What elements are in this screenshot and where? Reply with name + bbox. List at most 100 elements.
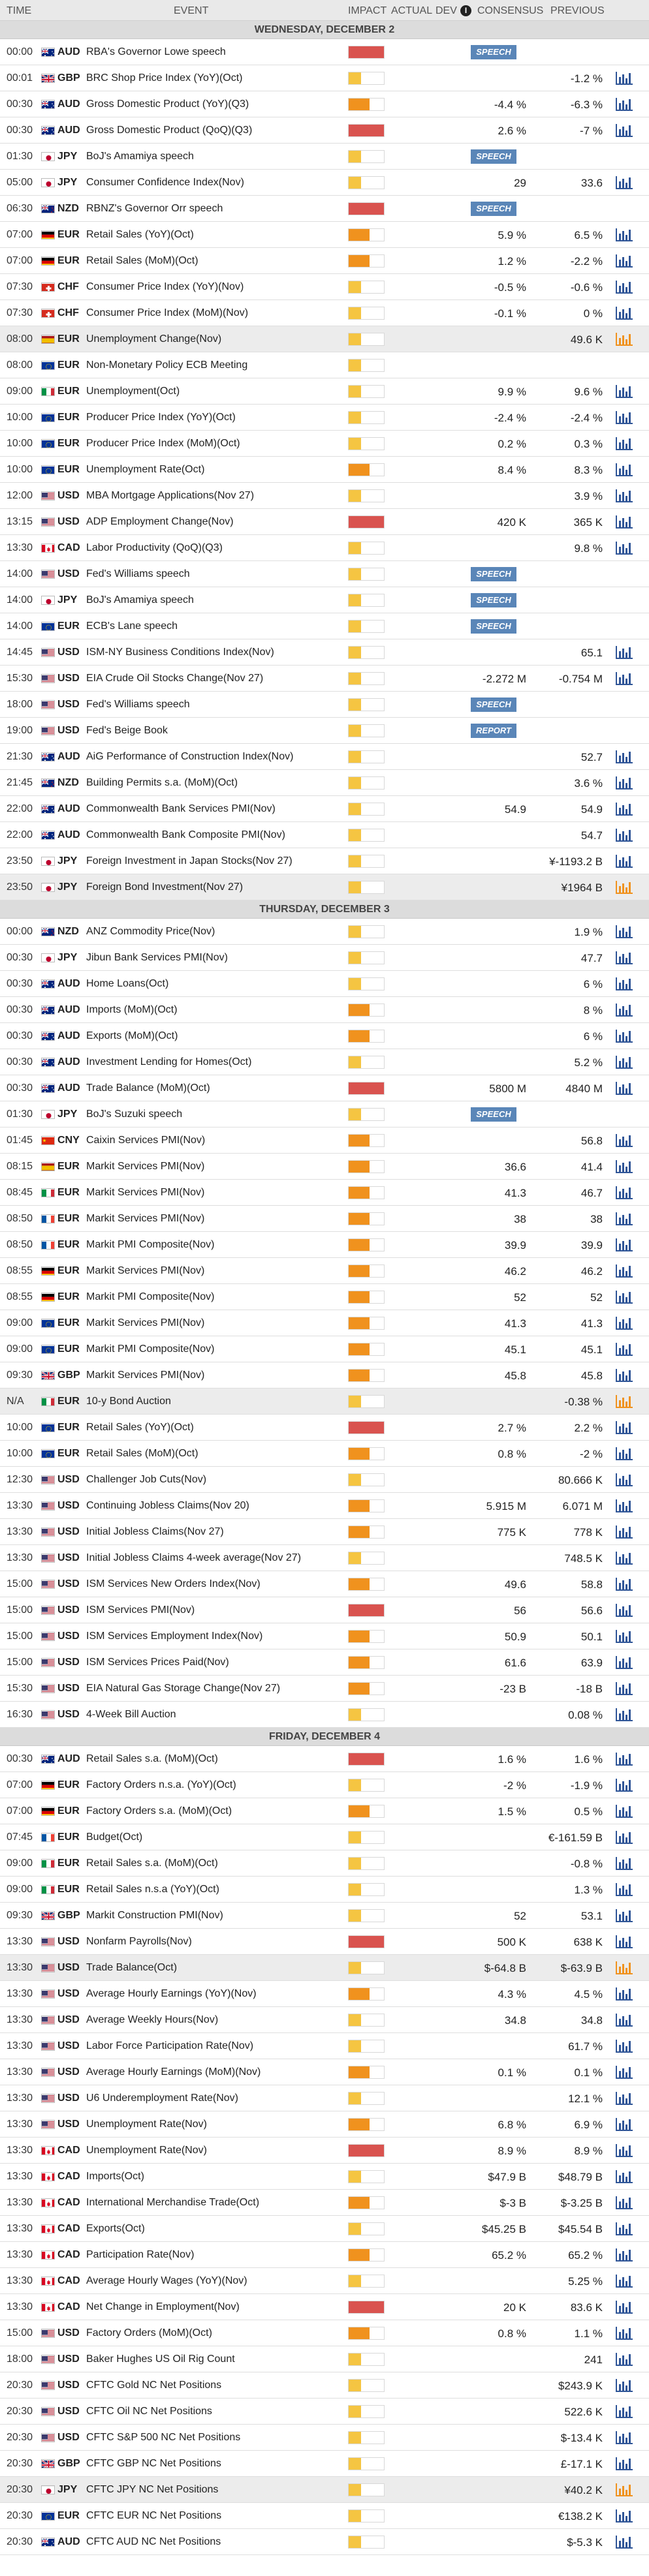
event-name[interactable]: Retail Sales n.s.a (YoY)(Oct) — [86, 1884, 219, 1895]
bar-chart-icon[interactable] — [614, 2117, 634, 2132]
event-row[interactable]: 08:55 EUR Markit PMI Composite(Nov) 52 52 — [0, 1284, 649, 1310]
event-row[interactable]: 20:30 USD CFTC Gold NC Net Positions $243.9… — [0, 2372, 649, 2399]
column-consensus[interactable]: CONSENSUS — [477, 5, 544, 16]
event-row[interactable]: 08:00 EUR Non-Monetary Policy ECB Meeting — [0, 352, 649, 378]
bar-chart-icon[interactable] — [614, 1028, 634, 1044]
event-name[interactable]: Building Permits s.a. (MoM)(Oct) — [86, 777, 238, 788]
event-row[interactable]: 13:30 USD Initial Jobless Claims(Nov 27) 77… — [0, 1519, 649, 1545]
event-name[interactable]: Foreign Bond Investment(Nov 27) — [86, 882, 244, 893]
event-name[interactable]: Fed's Williams speech — [86, 699, 190, 710]
bar-chart-icon[interactable] — [614, 175, 634, 191]
event-name[interactable]: Retail Sales (MoM)(Oct) — [86, 255, 198, 266]
event-name[interactable]: Trade Balance(Oct) — [86, 1962, 178, 1973]
event-row[interactable]: 13:30 CAD Average Hourly Wages (YoY)(Nov) 5… — [0, 2268, 649, 2294]
event-name[interactable]: Retail Sales s.a. (MoM)(Oct) — [86, 1858, 218, 1869]
event-row[interactable]: 13:30 USD Labor Force Participation Rate(N… — [0, 2033, 649, 2059]
event-row[interactable]: 00:30 JPY Jibun Bank Services PMI(Nov) 47.7 — [0, 945, 649, 971]
event-row[interactable]: 15:00 USD Factory Orders (MoM)(Oct) 0.8 % 1.… — [0, 2320, 649, 2346]
event-name[interactable]: RBNZ's Governor Orr speech — [86, 203, 223, 214]
bar-chart-icon[interactable] — [614, 384, 634, 399]
event-name[interactable]: Unemployment Rate(Oct) — [86, 464, 205, 475]
bar-chart-icon[interactable] — [614, 801, 634, 817]
event-row[interactable]: 18:00 USD Baker Hughes US Oil Rig Count 241 — [0, 2346, 649, 2372]
event-row[interactable]: 08:15 EUR Markit Services PMI(Nov) 36.6 41.4 — [0, 1154, 649, 1180]
bar-chart-icon[interactable] — [614, 1681, 634, 1696]
event-name[interactable]: 10-y Bond Auction — [86, 1396, 171, 1407]
event-row[interactable]: 01:30 JPY BoJ's Suzuki speech SPEECH — [0, 1101, 649, 1127]
event-row[interactable]: 20:30 EUR CFTC EUR NC Net Positions €138.2 … — [0, 2503, 649, 2529]
event-name[interactable]: MBA Mortgage Applications(Nov 27) — [86, 490, 255, 501]
event-row[interactable]: 00:30 AUD Exports (MoM)(Oct) 6 % — [0, 1023, 649, 1049]
bar-chart-icon[interactable] — [614, 2012, 634, 2028]
bar-chart-icon[interactable] — [614, 2169, 634, 2185]
bar-chart-icon[interactable] — [614, 1960, 634, 1976]
event-name[interactable]: Jibun Bank Services PMI(Nov) — [86, 952, 228, 963]
event-name[interactable]: Participation Rate(Nov) — [86, 2249, 195, 2260]
event-row[interactable]: 09:30 GBP Markit Construction PMI(Nov) 52 53… — [0, 1903, 649, 1929]
event-row[interactable]: 12:30 USD Challenger Job Cuts(Nov) 80.666 K — [0, 1467, 649, 1493]
bar-chart-icon[interactable] — [614, 827, 634, 843]
event-name[interactable]: Fed's Williams speech — [86, 568, 190, 579]
event-name[interactable]: U6 Underemployment Rate(Nov) — [86, 2093, 238, 2104]
event-name[interactable]: Labor Productivity (QoQ)(Q3) — [86, 542, 223, 553]
event-name[interactable]: Markit PMI Composite(Nov) — [86, 1291, 215, 1302]
bar-chart-icon[interactable] — [614, 2273, 634, 2289]
bar-chart-icon[interactable] — [614, 749, 634, 765]
bar-chart-icon[interactable] — [614, 540, 634, 556]
bar-chart-icon[interactable] — [614, 2038, 634, 2054]
event-name[interactable]: Average Hourly Earnings (MoM)(Nov) — [86, 2066, 261, 2078]
event-name[interactable]: Commonwealth Bank Services PMI(Nov) — [86, 803, 276, 814]
event-name[interactable]: Producer Price Index (YoY)(Oct) — [86, 412, 236, 423]
event-name[interactable]: Imports(Oct) — [86, 2171, 144, 2182]
event-row[interactable]: 20:30 GBP CFTC GBP NC Net Positions £-17.1 … — [0, 2451, 649, 2477]
event-row[interactable]: 14:00 JPY BoJ's Amamiya speech SPEECH — [0, 587, 649, 613]
event-row[interactable]: 15:00 USD ISM Services Employment Index(No… — [0, 1623, 649, 1649]
event-row[interactable]: 01:30 JPY BoJ's Amamiya speech SPEECH — [0, 144, 649, 170]
event-name[interactable]: Markit Services PMI(Nov) — [86, 1317, 205, 1328]
bar-chart-icon[interactable] — [614, 1524, 634, 1540]
event-row[interactable]: 00:30 AUD Trade Balance (MoM)(Oct) 5800 M 48… — [0, 1075, 649, 1101]
column-actual[interactable]: ACTUAL — [391, 5, 433, 16]
event-row[interactable]: 13:30 USD Trade Balance(Oct) $-64.8 B $-63.9… — [0, 1955, 649, 1981]
event-row[interactable]: 13:30 USD U6 Underemployment Rate(Nov) 12.1… — [0, 2085, 649, 2111]
event-name[interactable]: Exports (MoM)(Oct) — [86, 1030, 178, 1041]
bar-chart-icon[interactable] — [614, 1498, 634, 1514]
event-row[interactable]: 00:00 AUD RBA's Governor Lowe speech SPEECH — [0, 39, 649, 65]
event-name[interactable]: Average Weekly Hours(Nov) — [86, 2014, 219, 2025]
event-name[interactable]: Markit Services PMI(Nov) — [86, 1370, 205, 1381]
event-row[interactable]: 13:30 USD Nonfarm Payrolls(Nov) 500 K 638 K — [0, 1929, 649, 1955]
event-name[interactable]: Foreign Investment in Japan Stocks(Nov 2… — [86, 855, 293, 866]
event-name[interactable]: EIA Natural Gas Storage Change(Nov 27) — [86, 1683, 281, 1694]
bar-chart-icon[interactable] — [614, 1472, 634, 1488]
event-name[interactable]: Net Change in Employment(Nov) — [86, 2301, 240, 2312]
event-row[interactable]: 10:00 EUR Producer Price Index (YoY)(Oct) -… — [0, 405, 649, 431]
event-row[interactable]: 07:30 CHF Consumer Price Index (MoM)(Nov) -… — [0, 300, 649, 326]
bar-chart-icon[interactable] — [614, 1368, 634, 1383]
bar-chart-icon[interactable] — [614, 1707, 634, 1723]
event-name[interactable]: Producer Price Index (MoM)(Oct) — [86, 438, 240, 449]
event-name[interactable]: International Merchandise Trade(Oct) — [86, 2197, 260, 2208]
bar-chart-icon[interactable] — [614, 976, 634, 992]
event-name[interactable]: BoJ's Suzuki speech — [86, 1109, 183, 1120]
bar-chart-icon[interactable] — [614, 1803, 634, 1819]
event-name[interactable]: BoJ's Amamiya speech — [86, 151, 194, 162]
event-name[interactable]: Exports(Oct) — [86, 2223, 145, 2234]
event-row[interactable]: 15:00 USD ISM Services PMI(Nov) 56 56.6 — [0, 1597, 649, 1623]
event-row[interactable]: 14:00 EUR ECB's Lane speech SPEECH — [0, 613, 649, 639]
event-row[interactable]: 09:00 EUR Retail Sales n.s.a (YoY)(Oct) 1.3… — [0, 1877, 649, 1903]
column-dev[interactable]: DEV — [435, 5, 457, 16]
event-row[interactable]: 23:50 JPY Foreign Bond Investment(Nov 27) ¥… — [0, 874, 649, 900]
event-name[interactable]: BRC Shop Price Index (YoY)(Oct) — [86, 72, 243, 84]
bar-chart-icon[interactable] — [614, 2064, 634, 2080]
bar-chart-icon[interactable] — [614, 97, 634, 112]
event-row[interactable]: 07:45 EUR Budget(Oct) €-161.59 B — [0, 1824, 649, 1850]
event-row[interactable]: 22:00 AUD Commonwealth Bank Composite PMI(… — [0, 822, 649, 848]
event-name[interactable]: CFTC AUD NC Net Positions — [86, 2536, 221, 2547]
bar-chart-icon[interactable] — [614, 1908, 634, 1924]
bar-chart-icon[interactable] — [614, 1655, 634, 1670]
event-name[interactable]: Unemployment Rate(Nov) — [86, 2145, 207, 2156]
bar-chart-icon[interactable] — [614, 1081, 634, 1096]
event-row[interactable]: 21:45 NZD Building Permits s.a. (MoM)(Oct)… — [0, 770, 649, 796]
event-row[interactable]: 12:00 USD MBA Mortgage Applications(Nov 27… — [0, 483, 649, 509]
event-row[interactable]: 08:55 EUR Markit Services PMI(Nov) 46.2 46.2 — [0, 1258, 649, 1284]
